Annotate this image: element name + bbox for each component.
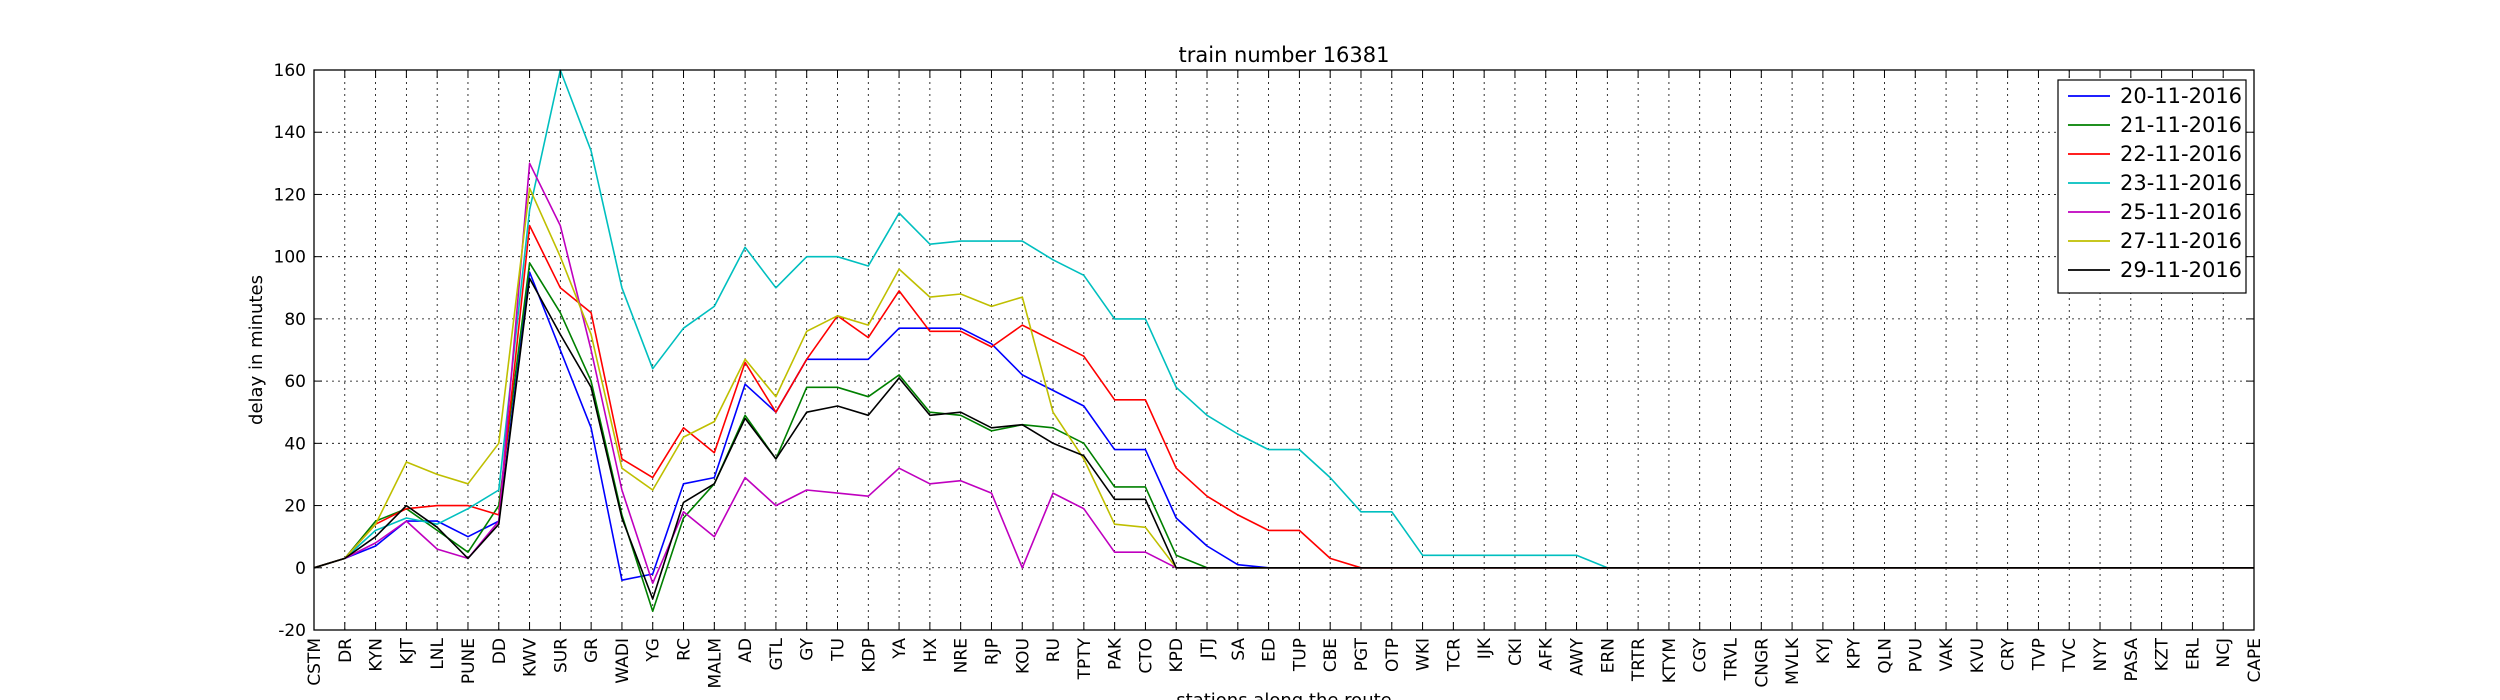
x-tick-label: GR	[582, 638, 602, 663]
legend: 20-11-2016 21-11-2016 22-11-2016 23-11-2016…	[2057, 79, 2247, 294]
y-tick-label: -20	[278, 621, 306, 641]
x-tick-labels: CSTM DR KYN KJT LNL PUNE DD KWV SUR GR WADI YG RC MAL…	[305, 637, 2265, 688]
x-tick-label: GY	[798, 637, 818, 660]
x-tick-label: LNL	[428, 637, 448, 669]
y-tick-label: 20	[284, 497, 306, 517]
x-tick-label: TVC	[2060, 638, 2080, 673]
x-tick-label: KDP	[859, 638, 879, 673]
y-tick-label: 40	[284, 434, 306, 454]
x-tick-label: RU	[1044, 638, 1064, 662]
legend-label: 23-11-2016	[2120, 171, 2242, 195]
y-tick-label: 80	[284, 310, 306, 330]
x-tick-label: NCJ	[2214, 638, 2234, 668]
x-tick-label: RC	[675, 638, 695, 661]
y-tick-label: 120	[274, 185, 306, 205]
x-tick-label: HX	[921, 638, 941, 663]
x-tick-label: CBE	[1321, 638, 1341, 672]
x-tick-label: YA	[890, 638, 910, 660]
x-tick-label: KTYM	[1660, 638, 1680, 683]
x-tick-label: DR	[336, 638, 356, 663]
plot-area-frame	[313, 69, 2255, 631]
x-tick-label: CNGR	[1752, 638, 1772, 688]
x-tick-label: AFK	[1537, 637, 1557, 670]
x-tick-label: JTJ	[1198, 638, 1218, 659]
x-tick-label: CGY	[1691, 637, 1711, 672]
y-tick-labels: -20 0 20 40 60 80 100 120 140 160	[274, 61, 306, 641]
legend-label: 20-11-2016	[2120, 84, 2242, 108]
x-tick-label: PVU	[1906, 638, 1926, 672]
x-tick-label: SA	[1229, 638, 1249, 661]
x-tick-label: TRTR	[1629, 638, 1649, 682]
x-tick-label: KOU	[1013, 638, 1033, 674]
x-tick-label: NRE	[952, 638, 972, 673]
x-tick-label: WKI	[1414, 638, 1434, 671]
x-tick-label: ED	[1260, 638, 1280, 662]
legend-label: 22-11-2016	[2120, 142, 2242, 166]
x-tick-label: KPD	[1167, 638, 1187, 673]
x-tick-label: OTP	[1383, 638, 1403, 672]
x-tick-label: CSTM	[305, 638, 325, 686]
y-axis-title: delay in minutes	[246, 275, 267, 425]
x-tick-label: PUNE	[459, 638, 479, 684]
x-tick-label: AWY	[1568, 637, 1588, 676]
x-tick-label: KJT	[397, 637, 417, 664]
x-tick-label: KPY	[1845, 637, 1865, 669]
x-tick-label: TUP	[1290, 638, 1310, 672]
x-tick-label: GTL	[767, 637, 787, 670]
y-tick-label: 160	[274, 61, 306, 81]
x-tick-label: TVP	[2029, 638, 2049, 671]
x-tick-label: ERL	[2183, 637, 2203, 670]
x-tick-label: PASA	[2122, 638, 2142, 682]
series-lines	[313, 69, 2254, 613]
x-tick-label: AD	[736, 638, 756, 663]
legend-label: 21-11-2016	[2120, 113, 2242, 137]
series-line	[313, 277, 2254, 600]
x-tick-label: QLN	[1875, 638, 1895, 674]
x-tick-label: TPTY	[1075, 637, 1095, 680]
chart-title: train number 16381	[1179, 43, 1390, 67]
x-tick-label: TRVL	[1722, 637, 1742, 681]
x-tick-label: KZT	[2153, 637, 2173, 671]
x-tick-label: CRY	[1999, 637, 2019, 671]
x-tick-label: KYJ	[1814, 638, 1834, 664]
y-tick-label: 0	[295, 559, 306, 579]
y-tick-label: 140	[274, 123, 306, 143]
x-axis-title: stations along the route	[1176, 690, 1391, 700]
x-tick-label: PAK	[1106, 637, 1126, 670]
axis-ticks	[313, 69, 2255, 631]
x-tick-label: CAPE	[2245, 638, 2265, 683]
x-tick-label: VAK	[1937, 637, 1957, 671]
x-tick-label: KYN	[367, 638, 387, 672]
x-tick-label: PGT	[1352, 637, 1372, 671]
x-tick-label: IJK	[1475, 637, 1495, 659]
x-tick-label: WADI	[613, 638, 633, 684]
x-tick-label: TCR	[1444, 638, 1464, 672]
legend-label: 25-11-2016	[2120, 200, 2242, 224]
x-tick-label: TU	[828, 638, 848, 662]
x-tick-label: MALM	[705, 638, 725, 688]
y-tick-label: 60	[284, 372, 306, 392]
legend-box	[2057, 79, 2247, 294]
x-tick-label: NYY	[2091, 637, 2111, 671]
x-tick-label: YG	[644, 638, 664, 663]
x-tick-label: CKI	[1506, 638, 1526, 666]
x-tick-label: SUR	[551, 638, 571, 673]
x-tick-label: KWV	[521, 638, 541, 677]
legend-label: 27-11-2016	[2120, 229, 2242, 253]
x-tick-label: KVU	[1968, 638, 1988, 673]
x-tick-label: ERN	[1598, 638, 1618, 673]
x-tick-label: CTO	[1136, 638, 1156, 674]
legend-label: 29-11-2016	[2120, 258, 2242, 282]
x-tick-label: MVLK	[1783, 637, 1803, 685]
x-tick-label: DD	[490, 638, 510, 664]
y-tick-label: 100	[274, 248, 306, 268]
x-tick-label: RJP	[982, 638, 1002, 665]
